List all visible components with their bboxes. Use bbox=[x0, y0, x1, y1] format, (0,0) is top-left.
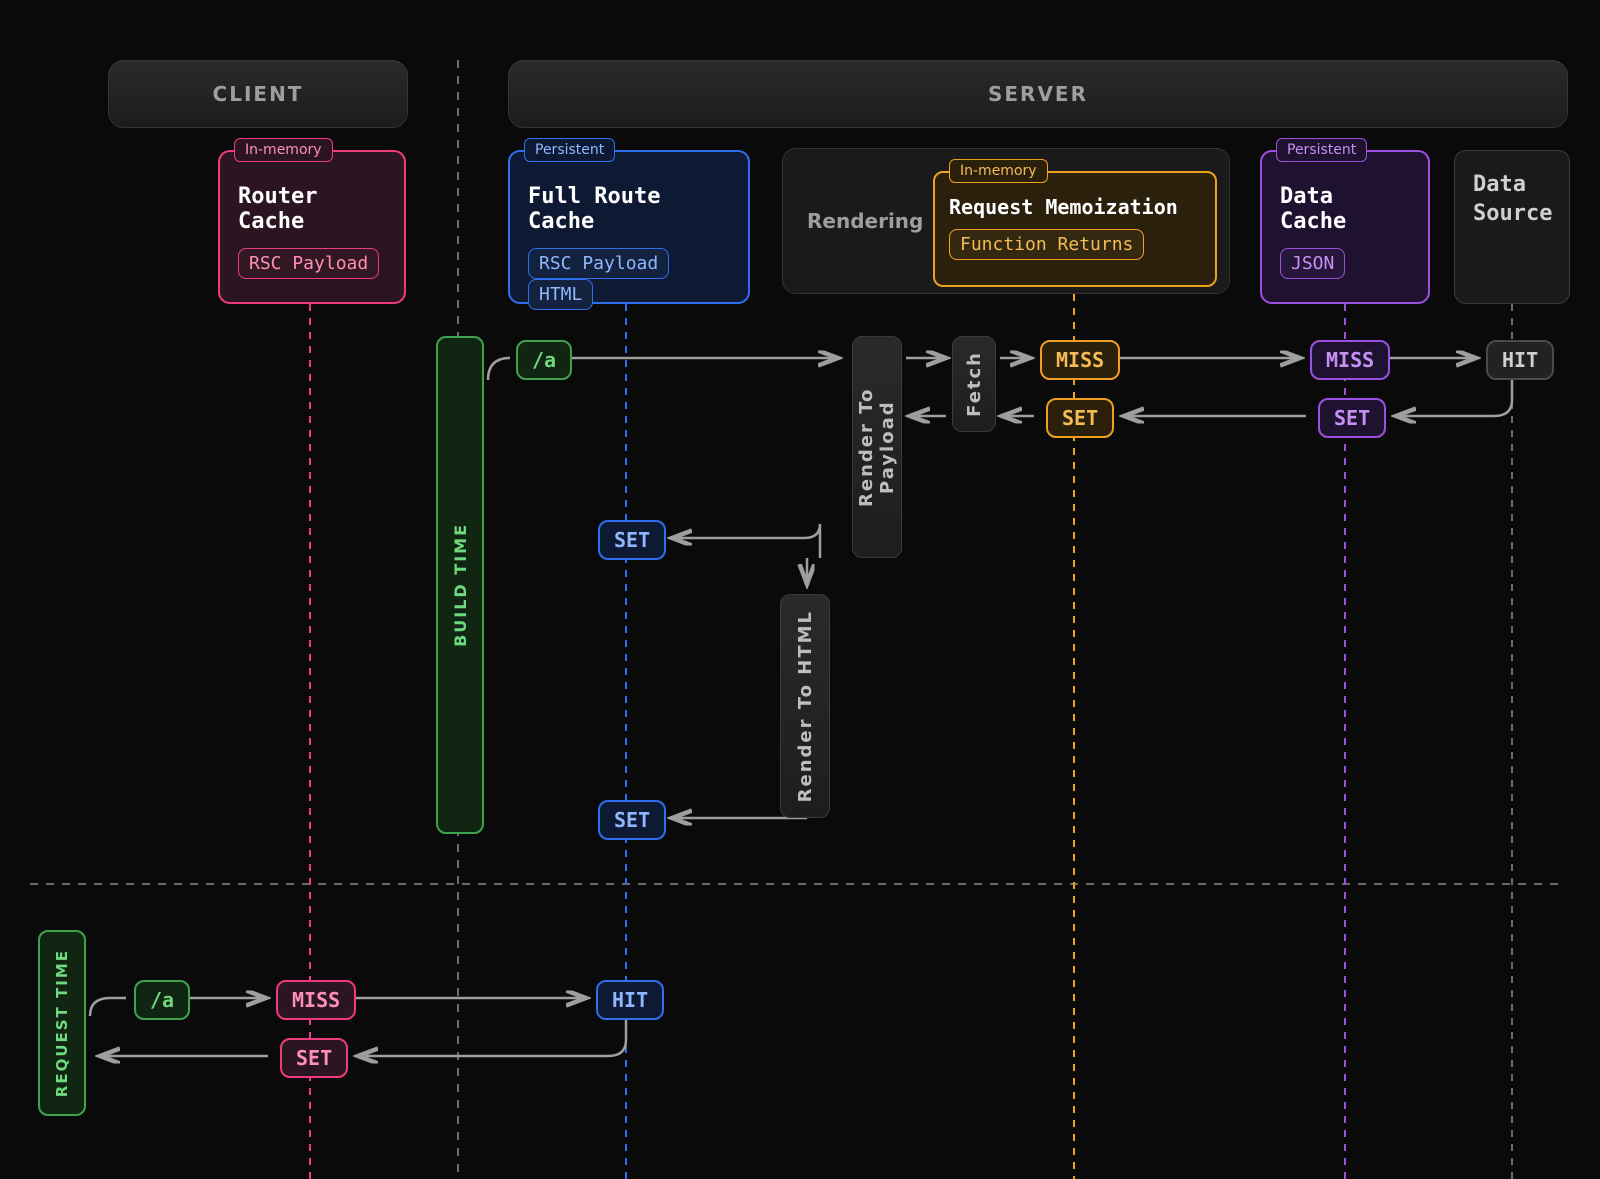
label-set-purple: SET bbox=[1318, 398, 1386, 438]
title-router: Router Cache bbox=[238, 184, 386, 234]
label-miss-orange: MISS bbox=[1040, 340, 1120, 380]
box-fetch: Fetch bbox=[952, 336, 996, 432]
box-render-html: Render To HTML bbox=[780, 594, 830, 818]
bar-request-time: REQUEST TIME bbox=[38, 930, 86, 1116]
bar-request-time-text: REQUEST TIME bbox=[53, 949, 71, 1097]
box-fetch-text: Fetch bbox=[964, 351, 985, 417]
header-server: SERVER bbox=[508, 60, 1568, 128]
card-data-source: Data Source bbox=[1454, 150, 1570, 304]
arrow-hit-to-setpurple bbox=[1396, 378, 1512, 416]
arrow-build-to-route bbox=[488, 358, 510, 380]
chip-fullroute-html: HTML bbox=[528, 279, 593, 310]
arrow-payload-to-setblue1 bbox=[672, 524, 820, 558]
arrow-hitblue-to-setpink bbox=[358, 1018, 626, 1056]
header-client-text: CLIENT bbox=[213, 82, 304, 106]
tag-fullroute: Persistent bbox=[524, 138, 615, 162]
arrow-request-to-route bbox=[90, 998, 126, 1016]
card-data-cache: Persistent Data Cache JSON bbox=[1260, 150, 1430, 304]
header-server-text: SERVER bbox=[988, 82, 1088, 106]
label-set-pink: SET bbox=[280, 1038, 348, 1078]
label-hit-blue: HIT bbox=[596, 980, 664, 1020]
box-render-html-text: Render To HTML bbox=[795, 610, 816, 802]
tag-datacache: Persistent bbox=[1276, 138, 1367, 162]
card-memoization: In-memory Request Memoization Function R… bbox=[933, 171, 1217, 287]
label-set-blue-1: SET bbox=[598, 520, 666, 560]
bar-build-time-text: BUILD TIME bbox=[451, 523, 470, 647]
box-render-payload-text: Render To Payload bbox=[856, 337, 898, 557]
tag-memo: In-memory bbox=[949, 159, 1048, 183]
label-route-a-2: /a bbox=[134, 980, 190, 1020]
label-route-a-1: /a bbox=[516, 340, 572, 380]
title-memo: Request Memoization bbox=[949, 195, 1201, 219]
title-datasource: Data Source bbox=[1473, 171, 1551, 228]
chip-datacache-json: JSON bbox=[1280, 248, 1345, 279]
chip-fullroute-rsc: RSC Payload bbox=[528, 248, 669, 279]
bar-build-time: BUILD TIME bbox=[436, 336, 484, 834]
label-set-orange: SET bbox=[1046, 398, 1114, 438]
label-hit-grey: HIT bbox=[1486, 340, 1554, 380]
header-client: CLIENT bbox=[108, 60, 408, 128]
label-miss-pink: MISS bbox=[276, 980, 356, 1020]
card-router-cache: In-memory Router Cache RSC Payload bbox=[218, 150, 406, 304]
chip-memo-returns: Function Returns bbox=[949, 229, 1144, 260]
box-render-payload: Render To Payload bbox=[852, 336, 902, 558]
label-miss-purple: MISS bbox=[1310, 340, 1390, 380]
card-rendering: Rendering In-memory Request Memoization … bbox=[782, 148, 1230, 294]
label-rendering: Rendering bbox=[807, 209, 923, 233]
label-set-blue-2: SET bbox=[598, 800, 666, 840]
chip-router-rsc: RSC Payload bbox=[238, 248, 379, 279]
tag-router: In-memory bbox=[234, 138, 333, 162]
title-datacache: Data Cache bbox=[1280, 184, 1410, 234]
card-full-route: Persistent Full Route Cache RSC Payload … bbox=[508, 150, 750, 304]
diagram-canvas: CLIENT SERVER In-memory Router Cache RSC… bbox=[0, 0, 1600, 1179]
title-fullroute: Full Route Cache bbox=[528, 184, 730, 234]
